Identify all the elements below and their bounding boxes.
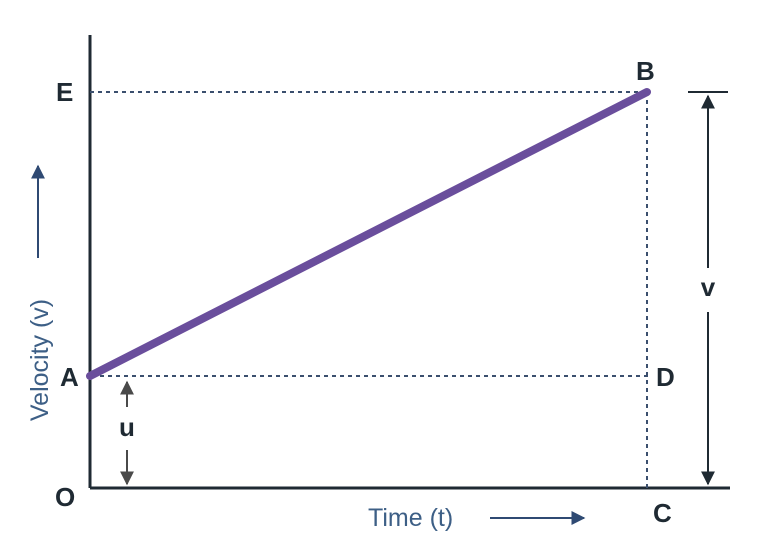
velocity-line-a-b (86, 88, 651, 380)
point-label-a: A (60, 362, 79, 392)
final-velocity-label: v (701, 272, 716, 302)
initial-velocity-label: u (119, 412, 135, 442)
point-label-e: E (56, 77, 73, 107)
point-label-d: D (656, 362, 675, 392)
x-axis-title: Time (t) (368, 504, 453, 532)
y-axis-title: Velocity (v) (26, 299, 54, 421)
point-label-b: B (636, 56, 655, 86)
point-label-c: C (653, 498, 672, 528)
point-label-o: O (55, 482, 75, 512)
